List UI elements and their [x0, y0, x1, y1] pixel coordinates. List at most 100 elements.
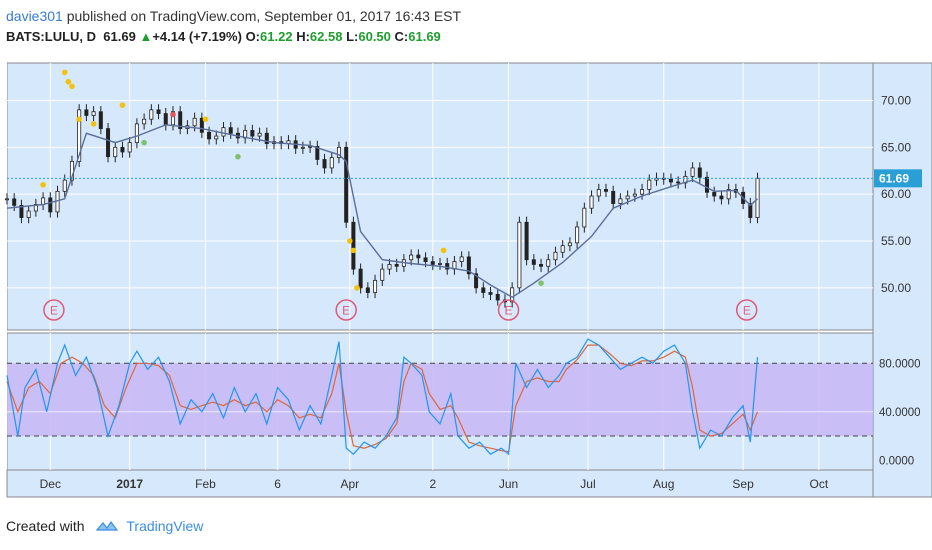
created-with-text: Created with	[6, 518, 85, 534]
stoch-tick-label: 0.0000	[879, 455, 914, 467]
signal-dot	[440, 247, 447, 254]
candle-body	[156, 109, 161, 114]
symbol-label: BATS:LULU, D	[6, 29, 97, 44]
moving-average-line	[6, 124, 758, 299]
stoch-k-line	[6, 338, 759, 456]
candle-body	[387, 264, 392, 270]
candle-body	[553, 251, 558, 261]
candle-body	[539, 264, 544, 267]
candle-body	[308, 145, 313, 148]
candle-body	[690, 167, 695, 177]
candle-body	[380, 268, 385, 281]
signal-dot	[119, 102, 126, 108]
earnings-marker[interactable]	[43, 299, 65, 321]
chart-header: davie301 published on TradingView.com, S…	[6, 6, 926, 48]
earnings-marker[interactable]	[735, 299, 758, 321]
tradingview-brand-link[interactable]: TradingView	[126, 518, 204, 534]
candle-body	[567, 242, 572, 247]
candle-body	[668, 178, 673, 183]
candle-body	[705, 176, 710, 193]
close-label: C:	[394, 29, 409, 44]
candle-body	[524, 221, 529, 261]
candle-body	[351, 221, 356, 270]
candle-body	[221, 127, 226, 137]
tradingview-logo-icon	[96, 521, 119, 531]
signal-dot	[69, 83, 75, 90]
candle-body	[409, 254, 414, 261]
candle-body	[250, 130, 255, 137]
price-tick-label: 65.00	[881, 140, 911, 154]
candle-body	[495, 293, 500, 301]
earnings-marker[interactable]	[335, 299, 357, 321]
publish-line: davie301 published on TradingView.com, S…	[6, 6, 926, 26]
candle-body	[531, 259, 536, 265]
stoch-band	[7, 363, 873, 437]
published-text: published on TradingView.com, September …	[66, 8, 462, 24]
time-tick-label: Jun	[499, 477, 518, 491]
candle-body	[91, 111, 96, 116]
candle-body	[336, 146, 341, 159]
signal-dot	[90, 121, 97, 127]
stoch-tick-label: 40.0000	[879, 407, 921, 419]
candle-body	[48, 197, 53, 213]
candle-body	[546, 259, 551, 267]
earnings-marker-label: E	[505, 304, 513, 318]
footer: Created with TradingView	[6, 512, 203, 540]
candle-body	[178, 111, 183, 129]
signal-dot	[354, 285, 360, 291]
candle-body	[19, 204, 24, 218]
price-axis	[872, 62, 932, 498]
price-tick-label: 60.00	[881, 187, 911, 201]
candle-body	[41, 197, 46, 205]
candle-body	[84, 109, 89, 116]
candle-body	[488, 292, 493, 295]
candle-body	[264, 132, 269, 144]
left-gutter	[0, 63, 7, 497]
time-axis	[6, 469, 874, 498]
low-label: L:	[346, 29, 359, 44]
candle-body	[113, 146, 118, 158]
candle-body	[5, 198, 10, 201]
high-value: 62.58	[309, 29, 343, 44]
candle-body	[257, 132, 262, 137]
price-tick-label: 55.00	[881, 234, 911, 248]
candle-body	[416, 254, 421, 259]
time-tick-label: 2017	[116, 477, 143, 491]
candle-body	[315, 145, 320, 160]
current-price-tag-label: 61.69	[879, 171, 909, 185]
candle-body	[726, 189, 731, 200]
time-tick-label: Feb	[195, 477, 216, 491]
candle-body	[373, 279, 378, 293]
candle-body	[127, 142, 132, 153]
candle-body	[33, 204, 38, 212]
price-tick-label: 70.00	[881, 93, 911, 107]
time-tick-label: Jul	[580, 477, 595, 491]
candle-body	[199, 117, 204, 133]
earnings-marker[interactable]	[497, 299, 520, 321]
open-label: O:	[245, 29, 261, 44]
signal-dot	[76, 116, 82, 123]
candle-body	[344, 146, 349, 223]
time-tick-label: Apr	[340, 477, 359, 491]
chart-area[interactable]: 70.00 65.00 60.00 55.00 50.00 80.0000 40.0000 0…	[0, 0, 932, 510]
candle-body	[358, 268, 363, 289]
candle-body	[510, 287, 515, 303]
candle-body	[575, 226, 580, 244]
candle-body	[77, 109, 82, 162]
candle-body	[640, 189, 645, 195]
candle-body	[697, 167, 702, 178]
candle-body	[603, 189, 608, 192]
candle-body	[12, 198, 17, 206]
candle-body	[596, 189, 601, 197]
candle-body	[106, 128, 111, 158]
signal-dot	[346, 238, 353, 244]
candle-body	[459, 256, 464, 263]
candle-body	[329, 157, 334, 169]
ohlc-line: BATS:LULU, D 61.69 ▲+4.14 (+7.19%) O:61.…	[6, 26, 926, 48]
candle-body	[120, 146, 125, 153]
candle-body	[748, 203, 753, 218]
price-change: +4.14 (+7.19%)	[152, 29, 242, 44]
candle-body	[560, 245, 565, 253]
author-link[interactable]: davie301	[6, 8, 63, 24]
time-tick-label: Dec	[40, 477, 61, 491]
